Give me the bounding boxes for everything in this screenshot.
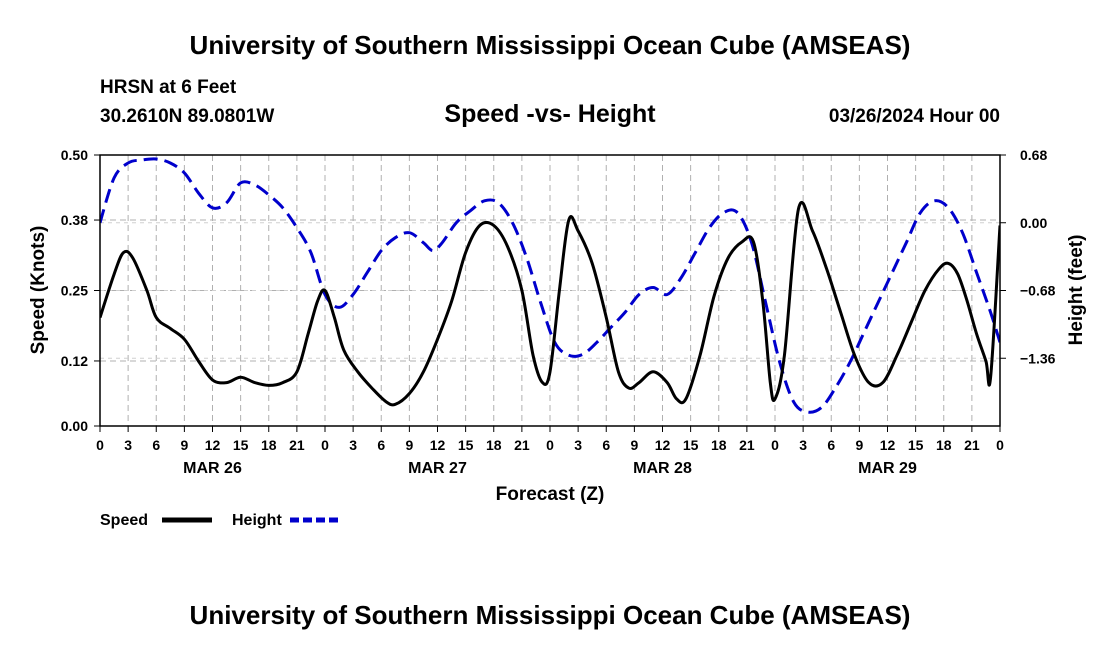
- x-date-label: MAR 27: [408, 460, 467, 477]
- height-series-line: [100, 157, 1000, 414]
- x-tick-label: 3: [349, 437, 357, 453]
- x-tick-label: 12: [430, 437, 446, 453]
- x-tick-label: 0: [321, 437, 329, 453]
- grid-lines: [100, 154, 1000, 426]
- data-series: [100, 157, 1000, 414]
- x-tick-label: 21: [289, 437, 305, 453]
- page-title: University of Southern Mississippi Ocean…: [189, 30, 911, 60]
- y-tick-label: 0.50: [61, 147, 88, 163]
- x-tick-label: 0: [996, 437, 1004, 453]
- y-tick-label: 0.12: [61, 353, 88, 369]
- x-tick-label: 0: [771, 437, 779, 453]
- y2-tick-label: −0.68: [1020, 283, 1056, 299]
- plot-frame: [99, 154, 1001, 427]
- y2-axis-label: Height (feet): [1066, 235, 1087, 346]
- x-tick-label: 12: [880, 437, 896, 453]
- x-tick-label: 9: [405, 437, 413, 453]
- x-tick-label: 6: [377, 437, 385, 453]
- x-tick-label: 12: [655, 437, 671, 453]
- x-date-label: MAR 28: [633, 460, 692, 477]
- x-tick-label: 6: [827, 437, 835, 453]
- x-tick-label: 18: [486, 437, 502, 453]
- y-tick-label: 0.38: [61, 212, 88, 228]
- legend: Speed Height: [100, 512, 342, 529]
- axis-ticks: 0 3 6 9 12 15 18 21 0 3 6 9 12 15 18 21 0 3 6 9 12 15 18 21 0 3 6 9…: [61, 147, 1056, 477]
- x-tick-label: 0: [96, 437, 104, 453]
- forecast-datetime: 03/26/2024 Hour 00: [828, 106, 1000, 127]
- x-tick-label: 18: [711, 437, 727, 453]
- x-tick-label: 6: [602, 437, 610, 453]
- station-coords: 30.2610N 89.0801W: [100, 106, 275, 127]
- x-date-label: MAR 26: [183, 460, 242, 477]
- chart-subtitle: Speed -vs- Height: [444, 100, 656, 128]
- y2-tick-label: 0.68: [1020, 147, 1047, 163]
- y2-tick-label: −1.36: [1020, 350, 1056, 366]
- footer-title: University of Southern Mississippi Ocean…: [189, 600, 911, 630]
- x-tick-label: 18: [261, 437, 277, 453]
- x-axis-label: Forecast (Z): [496, 484, 605, 505]
- x-tick-label: 12: [205, 437, 221, 453]
- y-tick-label: 0.25: [61, 283, 88, 299]
- x-tick-label: 15: [683, 437, 699, 453]
- x-tick-label: 21: [739, 437, 755, 453]
- x-tick-label: 21: [964, 437, 980, 453]
- legend-height-label: Height: [232, 512, 282, 529]
- y-tick-label: 0.00: [61, 418, 88, 434]
- x-tick-label: 9: [630, 437, 638, 453]
- legend-speed-label: Speed: [100, 512, 148, 529]
- x-tick-label: 9: [855, 437, 863, 453]
- x-tick-label: 6: [152, 437, 160, 453]
- x-tick-label: 3: [799, 437, 807, 453]
- x-tick-label: 21: [514, 437, 530, 453]
- x-tick-label: 9: [180, 437, 188, 453]
- x-tick-label: 0: [546, 437, 554, 453]
- y2-tick-label: 0.00: [1020, 215, 1047, 231]
- speed-series-line: [100, 200, 1000, 407]
- x-tick-label: 15: [458, 437, 474, 453]
- station-label: HRSN at 6 Feet: [100, 77, 237, 98]
- x-date-label: MAR 29: [858, 460, 917, 477]
- x-tick-label: 18: [936, 437, 952, 453]
- x-tick-label: 15: [908, 437, 924, 453]
- y-axis-label: Speed (Knots): [28, 226, 49, 355]
- x-tick-label: 3: [574, 437, 582, 453]
- x-tick-label: 3: [124, 437, 132, 453]
- x-tick-label: 15: [233, 437, 249, 453]
